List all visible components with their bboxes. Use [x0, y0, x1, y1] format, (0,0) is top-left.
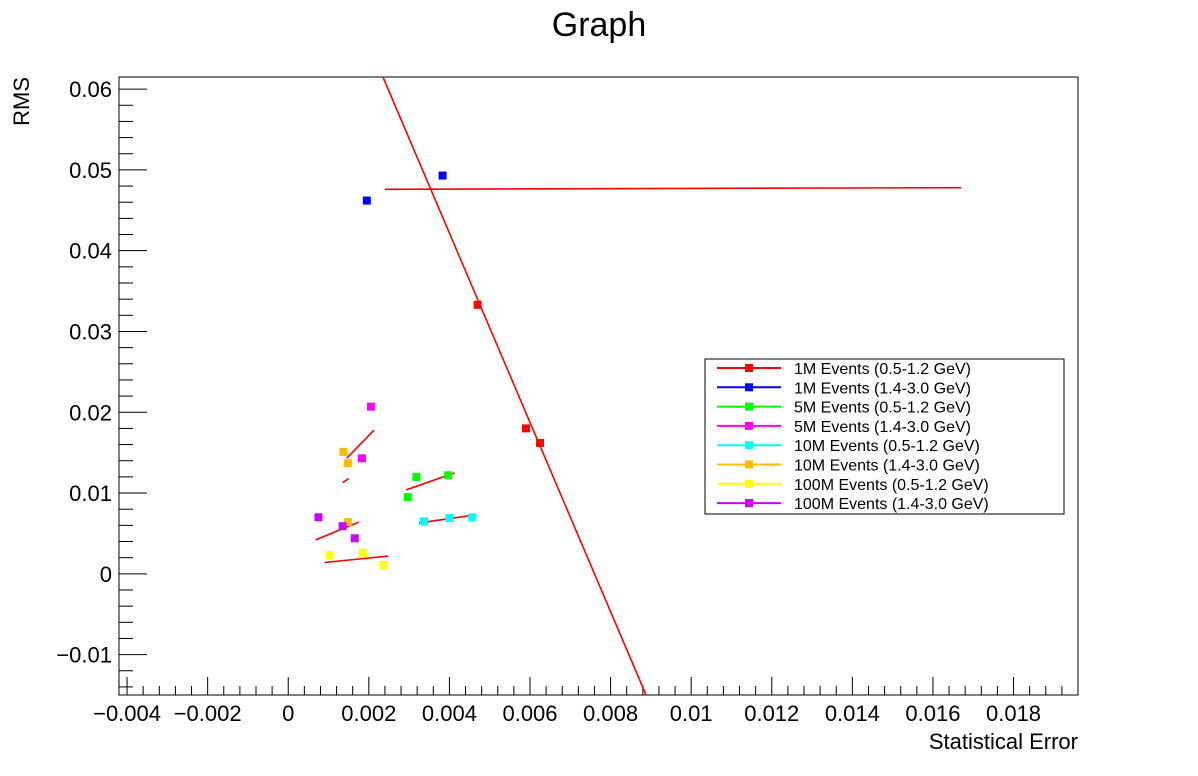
data-point — [420, 517, 429, 526]
y-tick-label: 0.01 — [69, 481, 112, 506]
fit-line — [384, 186, 962, 191]
chart-title: Graph — [552, 6, 647, 44]
legend-marker — [745, 460, 753, 469]
data-point — [536, 438, 545, 447]
legend: 1M Events (0.5-1.2 GeV) 1M Events (1.4-3.… — [704, 358, 1065, 515]
x-tick-label: 0.014 — [825, 701, 880, 726]
y-axis-tick-labels: −0.01 0 0.01 0.02 0.03 0.04 0.05 0.06 — [56, 77, 112, 667]
fit-line — [382, 77, 647, 695]
x-tick-label: 0.002 — [341, 701, 396, 726]
data-point — [358, 548, 367, 557]
x-axis-tick-labels: −0.004 −0.002 0 0.002 0.004 0.006 0.008 0.01 0.0… — [93, 701, 1041, 726]
data-point — [468, 513, 477, 522]
data-point — [338, 522, 347, 531]
data-point — [357, 454, 366, 463]
legend-label: 5M Events (0.5-1.2 GeV) — [794, 400, 971, 417]
x-tick-label: 0.018 — [986, 701, 1041, 726]
data-point — [403, 493, 412, 502]
x-tick-label: 0.012 — [744, 701, 799, 726]
y-tick-label: 0.04 — [69, 239, 112, 264]
data-point — [444, 471, 453, 480]
data-point — [412, 472, 421, 481]
x-axis-label: Statistical Error — [929, 729, 1078, 754]
data-point — [343, 459, 352, 468]
data-point — [314, 513, 323, 522]
legend-marker — [745, 441, 753, 450]
legend-label: 1M Events (1.4-3.0 GeV) — [794, 380, 971, 397]
data-point — [362, 196, 371, 205]
legend-marker — [745, 383, 753, 392]
data-point — [343, 518, 352, 527]
fit-line — [346, 429, 375, 459]
legend-marker — [745, 402, 753, 411]
x-axis-ticks — [126, 677, 1079, 695]
plot-frame — [118, 76, 1079, 696]
data-point — [473, 300, 482, 309]
fit-line — [324, 555, 389, 564]
fit-line — [342, 477, 350, 484]
data-point — [521, 424, 530, 433]
legend-box — [704, 358, 1065, 515]
legend-marker — [745, 364, 753, 372]
legend-label: 1M Events (0.5-1.2 GeV) — [794, 361, 971, 378]
legend-label: 100M Events (0.5-1.2 GeV) — [794, 477, 989, 494]
x-tick-label: −0.004 — [93, 701, 161, 726]
legend-label: 100M Events (1.4-3.0 GeV) — [794, 496, 989, 513]
y-tick-label: 0 — [100, 562, 112, 587]
y-tick-label: −0.01 — [56, 643, 112, 668]
data-point — [350, 534, 359, 543]
y-tick-label: 0.05 — [69, 158, 112, 183]
data-points — [314, 171, 545, 569]
legend-label: 10M Events (0.5-1.2 GeV) — [794, 438, 980, 455]
y-tick-label: 0.02 — [69, 400, 112, 425]
data-point — [445, 514, 454, 523]
legend-marker — [745, 499, 753, 508]
x-tick-label: −0.002 — [174, 701, 242, 726]
data-point — [438, 171, 447, 180]
data-point — [325, 551, 334, 560]
data-point — [366, 402, 375, 411]
x-tick-label: 0 — [282, 701, 294, 726]
y-axis-ticks — [119, 88, 147, 688]
x-tick-label: 0.01 — [670, 701, 713, 726]
x-tick-label: 0.008 — [583, 701, 638, 726]
legend-label: 5M Events (1.4-3.0 GeV) — [794, 419, 971, 436]
fit-lines — [315, 77, 962, 695]
x-tick-label: 0.016 — [905, 701, 960, 726]
y-tick-label: 0.06 — [69, 77, 112, 102]
data-point — [379, 560, 388, 569]
x-tick-label: 0.006 — [502, 701, 557, 726]
legend-entries: 1M Events (0.5-1.2 GeV) 1M Events (1.4-3.… — [717, 361, 989, 513]
y-tick-label: 0.03 — [69, 319, 112, 344]
legend-label: 10M Events (1.4-3.0 GeV) — [794, 458, 980, 475]
legend-marker — [745, 479, 753, 488]
y-axis-label: RMS — [9, 77, 34, 126]
x-tick-label: 0.004 — [422, 701, 477, 726]
data-point — [339, 447, 348, 456]
legend-marker — [745, 421, 753, 430]
